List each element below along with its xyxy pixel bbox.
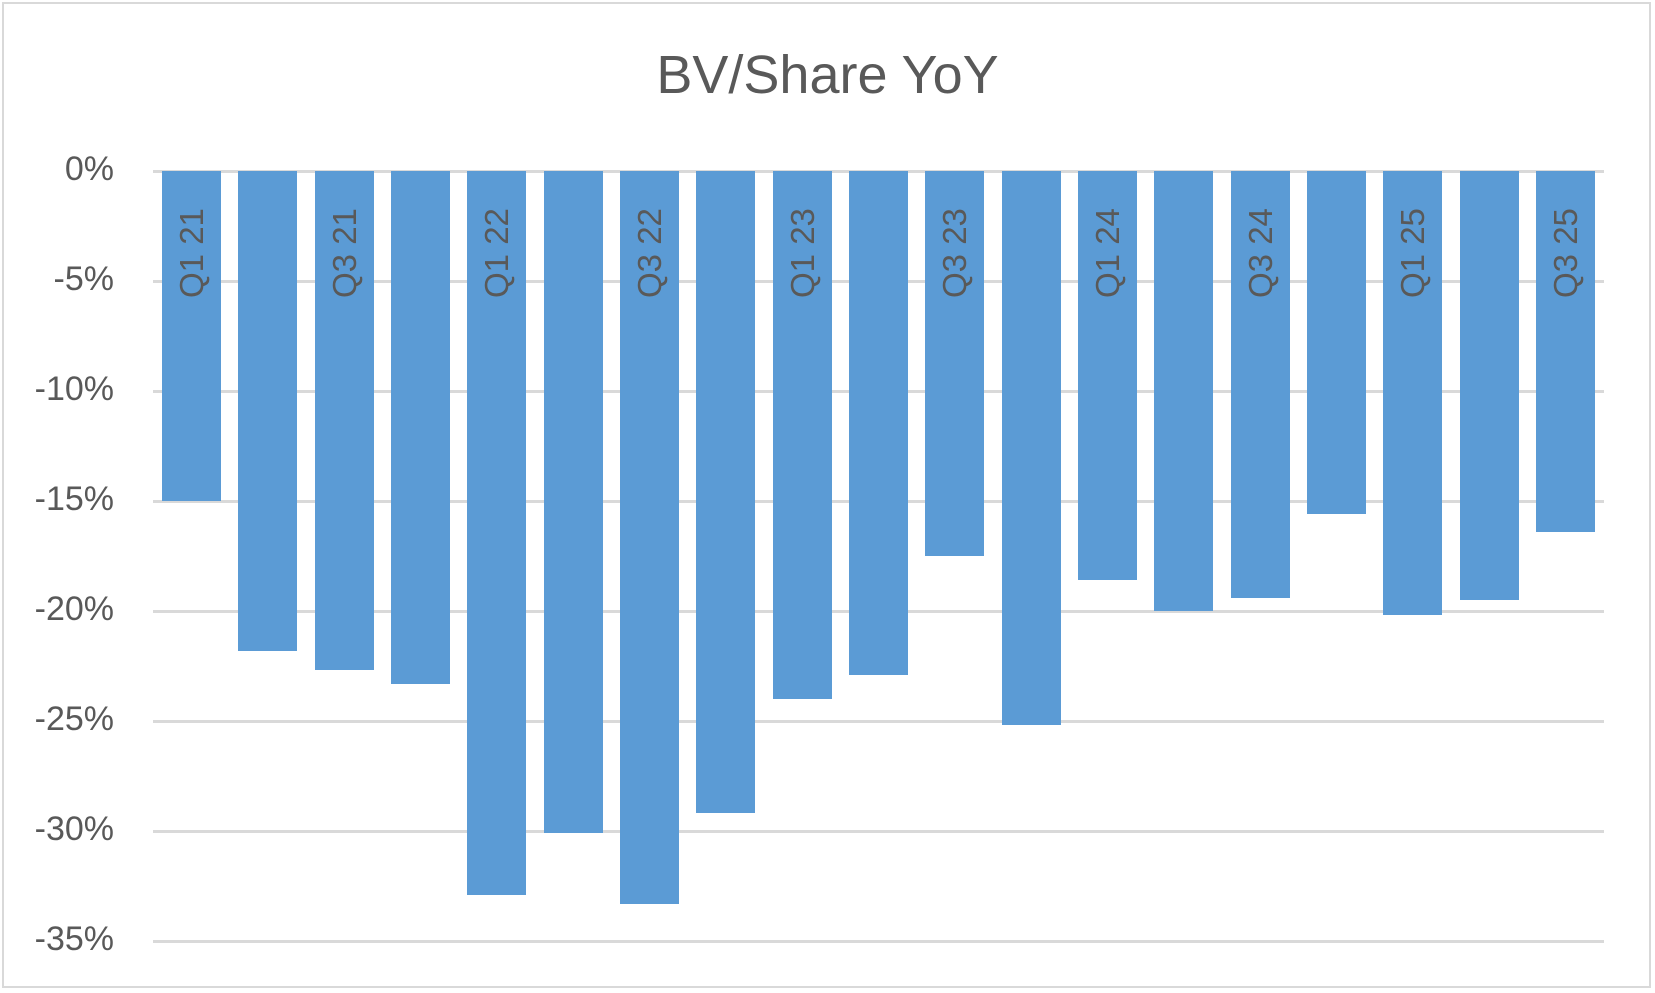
gridline: [153, 720, 1604, 723]
bar: [1154, 171, 1214, 611]
y-axis-tick-label: -25%: [34, 700, 114, 738]
bar: [619, 171, 679, 904]
gridline: [153, 830, 1604, 833]
x-axis-category-label: Q3 22: [630, 208, 668, 298]
bar: [1535, 171, 1595, 532]
bar: [1077, 171, 1137, 581]
chart-title: BV/Share YoY: [656, 45, 999, 105]
x-axis-category-label: Q3 23: [936, 208, 974, 298]
bar: [238, 171, 298, 651]
x-axis-category-label: Q1 24: [1088, 208, 1126, 298]
bar: [772, 171, 832, 699]
bar: [1459, 171, 1519, 600]
bar: [1230, 171, 1290, 598]
bar: [543, 171, 603, 834]
x-axis-category-label: Q3 25: [1546, 208, 1584, 298]
bar: [1306, 171, 1366, 515]
bar: [696, 171, 756, 814]
bar: [925, 171, 985, 556]
y-axis-tick-label: -10%: [34, 370, 114, 408]
x-axis-category-label: Q3 21: [325, 208, 363, 298]
gridline: [153, 940, 1604, 943]
y-axis-tick-label: 0%: [64, 150, 114, 188]
x-axis-category-label: Q1 25: [1394, 208, 1432, 298]
y-axis-tick-label: -15%: [34, 480, 114, 518]
y-axis-tick-label: -5%: [53, 260, 114, 298]
y-axis-tick-label: -35%: [34, 920, 114, 958]
bar: [314, 171, 374, 671]
x-axis-category-label: Q1 22: [478, 208, 516, 298]
bar: [162, 171, 221, 501]
bar: [390, 171, 450, 684]
y-axis-tick-label: -20%: [34, 590, 114, 628]
bar: [848, 171, 908, 675]
bar: [1383, 171, 1443, 616]
bar: [467, 171, 527, 895]
y-axis-tick-label: -30%: [34, 810, 114, 848]
x-axis-category-label: Q1 21: [173, 208, 210, 298]
x-axis-category-label: Q1 23: [783, 208, 821, 298]
x-axis-category-label: Q3 24: [1241, 208, 1279, 298]
bar: [1001, 171, 1061, 726]
